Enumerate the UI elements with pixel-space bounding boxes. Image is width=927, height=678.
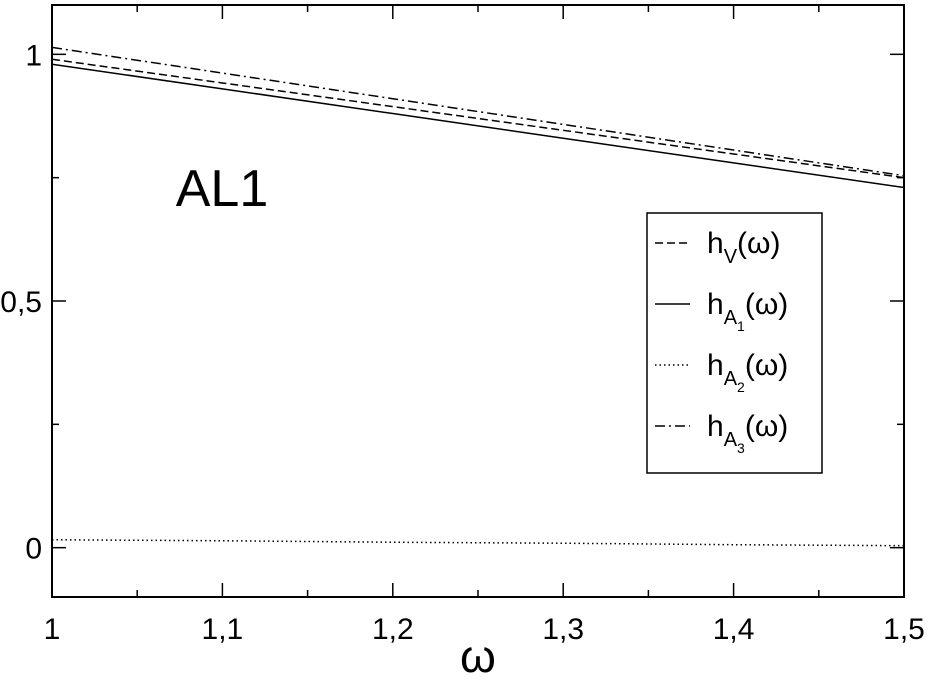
- line-series: [51, 539, 905, 547]
- x-tick-label: 1,4: [713, 613, 755, 646]
- legend-label: hA1(ω): [707, 288, 788, 334]
- y-tick-label: 0: [25, 533, 42, 566]
- y-tick-label: 1: [25, 39, 42, 72]
- x-tick-label: 1,1: [202, 613, 244, 646]
- legend-label: hA2(ω): [707, 349, 788, 395]
- line-series: [51, 63, 905, 189]
- x-tick-label: 1: [44, 613, 61, 646]
- x-tick-label: 1,5: [883, 613, 925, 646]
- line-series: [51, 46, 905, 177]
- y-tick-label: 0,5: [0, 286, 42, 319]
- legend-label: hV(ω): [707, 227, 780, 268]
- x-axis-label: ω: [460, 630, 496, 678]
- x-tick-label: 1,2: [372, 613, 414, 646]
- legend-label: hA3(ω): [707, 410, 788, 456]
- legend-box: [646, 212, 823, 474]
- x-tick-label: 1,3: [542, 613, 584, 646]
- annotation: AL1: [176, 160, 269, 218]
